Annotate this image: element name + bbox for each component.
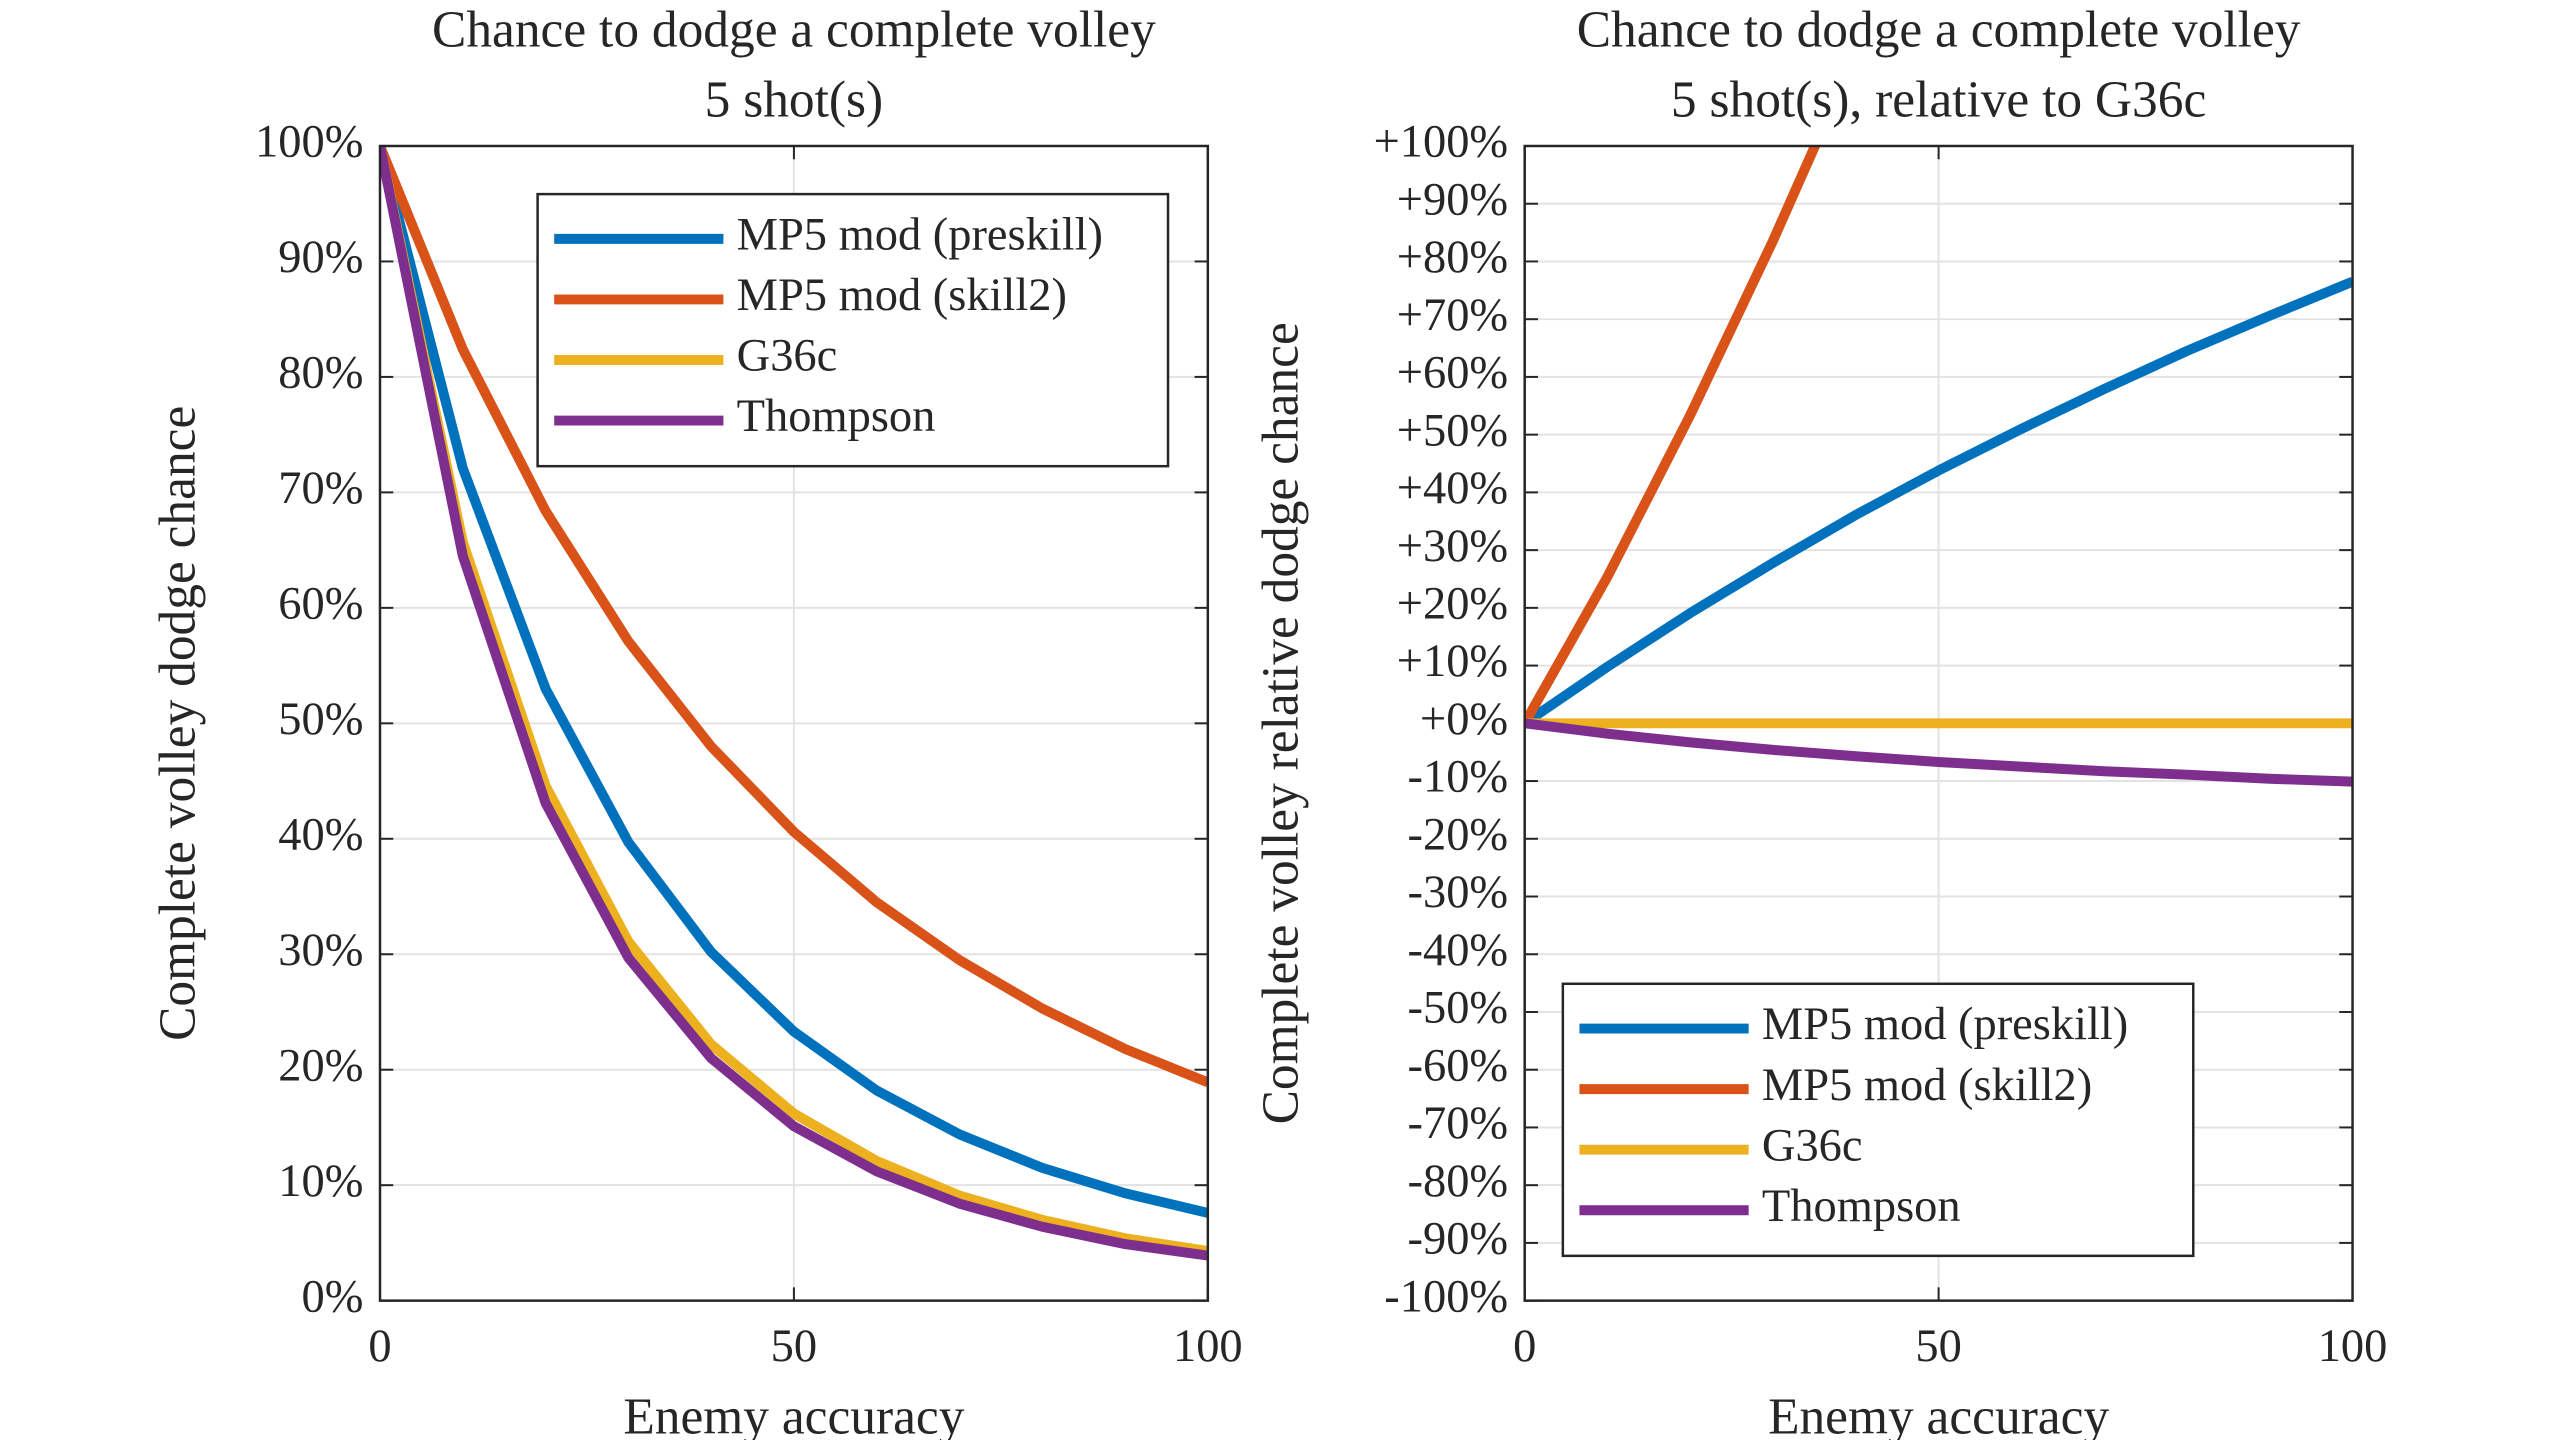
x-tick-label: 100: [2318, 1321, 2388, 1372]
legend-label: G36c: [737, 331, 838, 382]
legend-label: MP5 mod (preskill): [737, 210, 1103, 261]
y-tick-label: -20%: [1408, 809, 1509, 860]
legend-label: Thompson: [1762, 1181, 1961, 1232]
x-tick-label: 0: [368, 1321, 391, 1372]
y-tick-label: 70%: [278, 463, 363, 514]
y-tick-label: +100%: [1374, 117, 1509, 168]
y-tick-label: 30%: [278, 925, 363, 976]
y-tick-label: +90%: [1397, 174, 1508, 225]
y-tick-label: -50%: [1408, 983, 1509, 1034]
x-tick-label: 50: [1915, 1321, 1961, 1372]
x-tick-label: 50: [771, 1321, 817, 1372]
axes-box: [1523, 144, 2354, 1302]
y-tick-label: 90%: [278, 232, 363, 283]
y-axis-label: Complete volley dodge chance: [149, 406, 206, 1041]
chart-title: Chance to dodge a complete volley: [432, 2, 1156, 59]
y-tick-label: -10%: [1408, 752, 1509, 803]
chart-subtitle: 5 shot(s), relative to G36c: [1671, 71, 2206, 128]
y-tick-label: +80%: [1397, 232, 1508, 283]
legend-label: Thompson: [737, 391, 936, 442]
y-tick-label: +50%: [1397, 405, 1508, 456]
legend-label: MP5 mod (skill2): [737, 270, 1067, 321]
x-tick-label: 0: [1513, 1321, 1536, 1372]
y-tick-label: -70%: [1408, 1098, 1509, 1149]
x-axis-label: Enemy accuracy: [623, 1389, 964, 1440]
legend: MP5 mod (preskill) MP5 mod (skill2) G36c Th…: [1561, 982, 2195, 1258]
series-group: [380, 145, 1208, 1261]
y-tick-label: +40%: [1397, 463, 1508, 514]
x-tick-label: 100: [1173, 1321, 1243, 1372]
y-tick-label: 10%: [278, 1156, 363, 1207]
chart-title: Chance to dodge a complete volley: [1577, 2, 2301, 59]
y-tick-label: +30%: [1397, 521, 1508, 572]
line: [380, 145, 1208, 1088]
legend: MP5 mod (preskill) MP5 mod (skill2) G36c Th…: [536, 192, 1170, 468]
line: [380, 145, 1208, 1256]
y-tick-label: +20%: [1397, 579, 1508, 630]
line: [1524, 145, 1821, 726]
y-tick-label: 50%: [278, 694, 363, 745]
y-tick-label: 100%: [255, 117, 363, 168]
y-tick-label: 40%: [278, 809, 363, 860]
y-tick-label: 0%: [302, 1271, 364, 1322]
y-tick-label: -60%: [1408, 1040, 1509, 1091]
y-tick-label: +0%: [1420, 694, 1508, 745]
y-tick-label: 20%: [278, 1040, 363, 1091]
y-tick-label: -100%: [1384, 1271, 1508, 1322]
line: [380, 145, 1208, 1261]
line: [1524, 277, 2353, 728]
line: [1524, 718, 2353, 787]
y-tick-label: -90%: [1408, 1214, 1509, 1265]
legend-label: G36c: [1762, 1120, 1863, 1171]
y-tick-label: -30%: [1408, 867, 1509, 918]
y-tick-label: +60%: [1397, 348, 1508, 399]
y-tick-label: 80%: [278, 348, 363, 399]
axes: -100% -90% -80% -70% -60% -50% -40% -30% -20% -10…: [1253, 2, 2388, 1440]
axes: 0% 10% 20% 30% 40% 50% 60% 70% 80% 90% 100% 0 50 100 C…: [149, 2, 1242, 1440]
axes-box: [378, 144, 1210, 1302]
series-group: [1524, 145, 2353, 787]
x-axis-label: Enemy accuracy: [1768, 1389, 2109, 1440]
y-tick-label: -80%: [1408, 1156, 1509, 1207]
y-tick-label: -40%: [1408, 925, 1509, 976]
line: [380, 145, 1208, 1218]
legend-label: MP5 mod (preskill): [1762, 999, 2128, 1050]
y-axis-label: Complete volley relative dodge chance: [1253, 322, 1310, 1124]
legend-label: MP5 mod (skill2): [1762, 1060, 2092, 1111]
y-tick-label: +10%: [1397, 636, 1508, 687]
y-tick-label: +70%: [1397, 290, 1508, 341]
y-tick-label: 60%: [278, 579, 363, 630]
chart-subtitle: 5 shot(s): [705, 71, 884, 128]
